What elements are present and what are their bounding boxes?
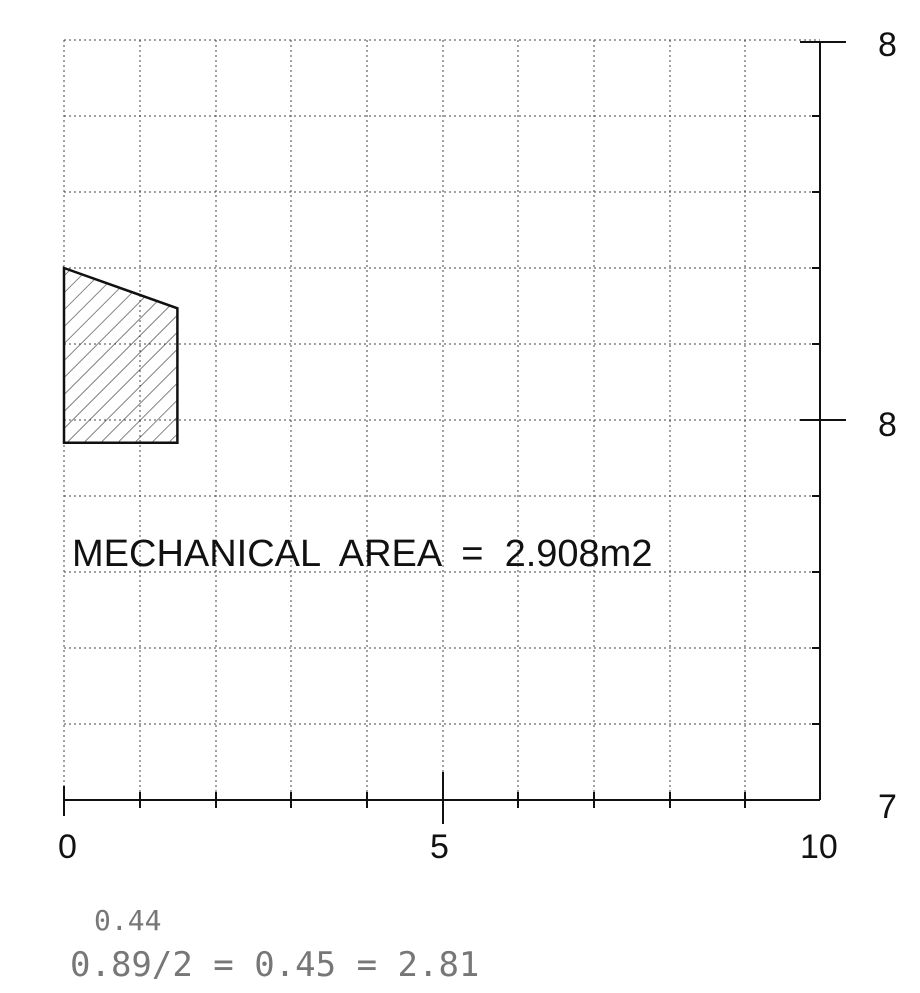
x-tick-label: 0 <box>58 828 77 866</box>
grid-lines <box>64 39 820 800</box>
handwritten-note: 0.44 <box>94 904 161 937</box>
x-tick-label: 10 <box>800 828 838 866</box>
right-edge-label: 7 <box>878 788 897 826</box>
hatched-area <box>62 266 179 445</box>
right-edge-label: 8 <box>878 26 897 64</box>
right-edge-label: 8 <box>878 406 897 444</box>
area-annotation: MECHANICAL AREA = 2.908m2 <box>72 533 652 575</box>
x-tick-label: 5 <box>430 828 449 866</box>
handwritten-note: 0.89/2 = 0.45 = 2.81 <box>70 945 479 985</box>
